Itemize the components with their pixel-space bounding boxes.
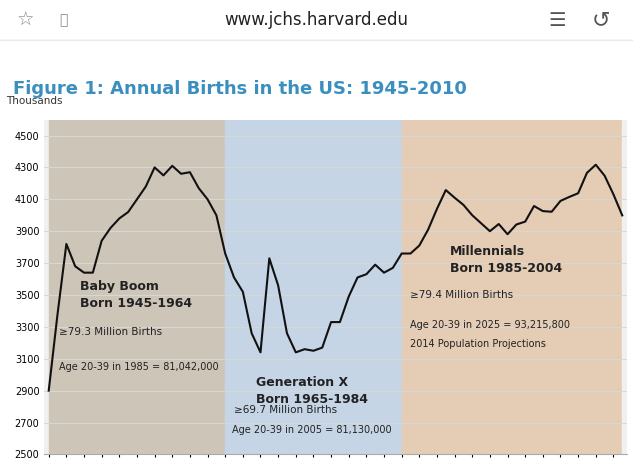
Text: ≥79.4 Million Births: ≥79.4 Million Births xyxy=(410,290,513,300)
Bar xyxy=(622,120,631,454)
Text: ☰: ☰ xyxy=(548,11,566,29)
Text: Baby Boom
Born 1945-1964: Baby Boom Born 1945-1964 xyxy=(80,280,192,310)
Text: Generation X
Born 1965-1984: Generation X Born 1965-1984 xyxy=(256,375,368,406)
Bar xyxy=(402,120,622,454)
Text: ☆: ☆ xyxy=(16,11,34,29)
Text: Figure 1: Annual Births in the US: 1945-2010: Figure 1: Annual Births in the US: 1945-… xyxy=(13,80,467,98)
Bar xyxy=(49,120,225,454)
Text: ≥79.3 Million Births: ≥79.3 Million Births xyxy=(60,327,163,336)
Text: Age 20-39 in 2025 = 93,215,800: Age 20-39 in 2025 = 93,215,800 xyxy=(410,320,570,330)
Text: 2014 Population Projections: 2014 Population Projections xyxy=(410,339,546,349)
Text: ↺: ↺ xyxy=(592,10,611,30)
Text: Thousands: Thousands xyxy=(6,96,63,106)
Text: www.jchs.harvard.edu: www.jchs.harvard.edu xyxy=(225,11,408,29)
Text: ≥69.7 Million Births: ≥69.7 Million Births xyxy=(234,405,337,415)
Text: Age 20-39 in 1985 = 81,042,000: Age 20-39 in 1985 = 81,042,000 xyxy=(60,362,219,372)
Bar xyxy=(225,120,402,454)
Text: Millennials
Born 1985-2004: Millennials Born 1985-2004 xyxy=(450,245,563,275)
Text: Age 20-39 in 2005 = 81,130,000: Age 20-39 in 2005 = 81,130,000 xyxy=(232,425,392,436)
Text: 🔒: 🔒 xyxy=(59,13,68,27)
